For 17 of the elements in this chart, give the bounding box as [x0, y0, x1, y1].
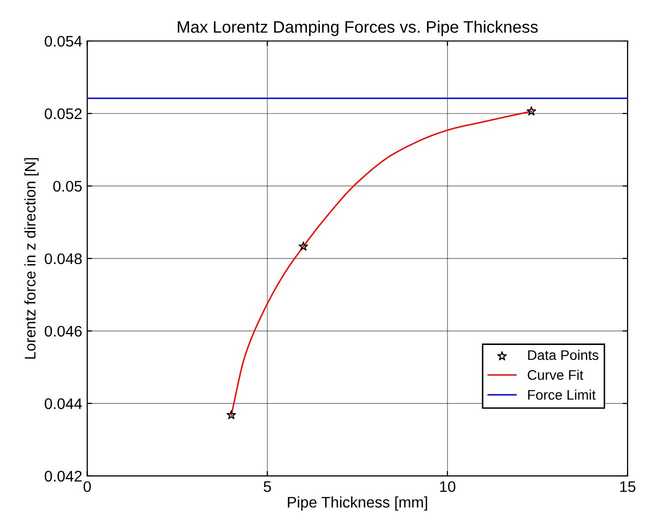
legend-label: Data Points: [528, 350, 598, 360]
y-tick-label: 0.052: [44, 108, 82, 120]
x-tick-label: 0: [84, 481, 91, 492]
y-tick-label: 0.05: [53, 180, 82, 192]
x-tick-label: 15: [620, 481, 636, 492]
y-tick-label: 0.048: [44, 253, 82, 264]
chart-title: Max Lorentz Damping Forces vs. Pipe Thickness: [178, 20, 538, 36]
y-axis-title: Lorentz force in z direction [N]: [24, 158, 39, 359]
y-tick-label: 0.044: [44, 398, 82, 410]
x-tick-label: 5: [264, 481, 271, 492]
legend-label: Force Limit: [528, 390, 596, 400]
y-tick-label: 0.046: [44, 326, 82, 337]
x-tick-label: 10: [440, 481, 456, 492]
y-tick-label: 0.042: [44, 470, 82, 482]
x-axis-title: Pipe Thickness [mm]: [288, 496, 428, 511]
legend-label: Curve Fit: [528, 370, 584, 380]
y-tick-label: 0.054: [44, 36, 82, 47]
